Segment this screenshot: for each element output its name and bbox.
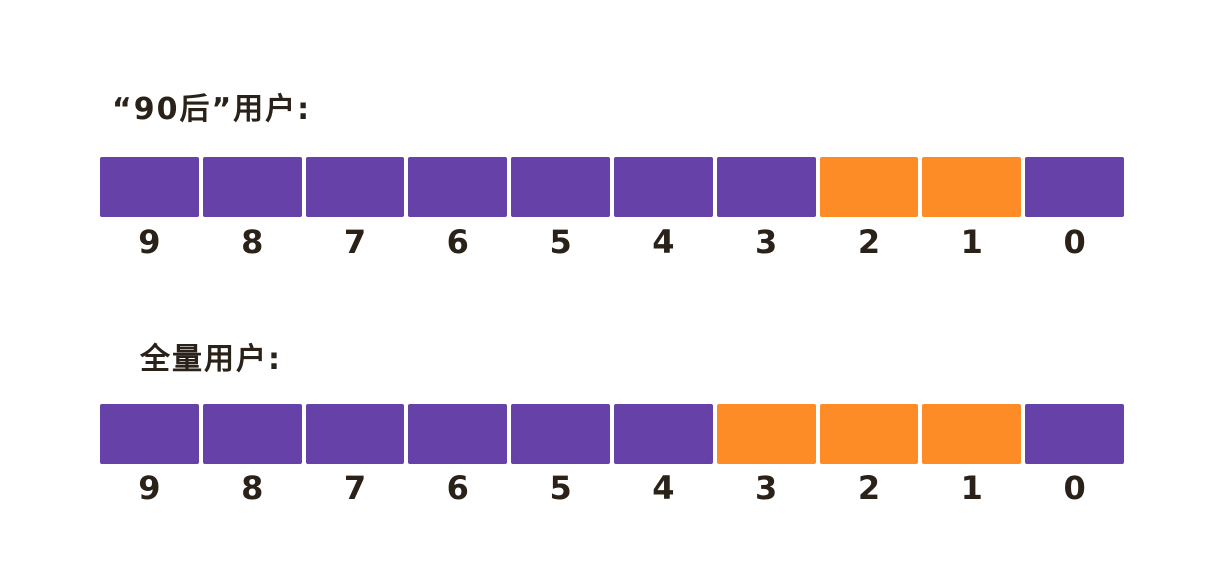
bit-cell-0 bbox=[1025, 157, 1124, 217]
bit-index-label: 7 bbox=[343, 469, 367, 507]
bit-cell-5 bbox=[511, 404, 610, 464]
bit-index-label: 5 bbox=[549, 223, 572, 261]
bit-cell-2 bbox=[819, 404, 919, 464]
bitmap-row-90s-users bbox=[100, 157, 1124, 217]
bit-cell-9 bbox=[100, 404, 199, 464]
bit-cell-1 bbox=[922, 404, 1022, 464]
bit-cell-6 bbox=[408, 157, 508, 217]
bit-cell-0 bbox=[1025, 404, 1124, 464]
bit-cell-2 bbox=[819, 157, 919, 217]
bit-index-label: 8 bbox=[241, 469, 264, 507]
bit-cell-6 bbox=[408, 404, 508, 464]
bit-index-label: 6 bbox=[446, 223, 469, 261]
bit-cell-4 bbox=[613, 157, 713, 217]
bitmap-row-all-users bbox=[100, 404, 1124, 464]
bit-index-label: 4 bbox=[652, 469, 675, 507]
bit-index-label: 9 bbox=[138, 469, 161, 507]
group-title-90s-users: “90后”用户: bbox=[112, 92, 312, 127]
bit-index-label: 6 bbox=[446, 469, 469, 507]
bit-index-label: 7 bbox=[343, 223, 367, 261]
bit-index-label: 4 bbox=[652, 223, 675, 261]
bit-cell-5 bbox=[511, 157, 610, 217]
bit-index-label: 1 bbox=[960, 223, 983, 261]
bit-cell-1 bbox=[922, 157, 1022, 217]
bit-cell-4 bbox=[613, 404, 713, 464]
bit-index-row-all-users: 9 8 7 6 5 4 3 2 1 0 bbox=[100, 470, 1124, 506]
bit-cell-9 bbox=[100, 157, 199, 217]
bit-index-label: 8 bbox=[241, 223, 264, 261]
bit-index-label: 9 bbox=[138, 223, 161, 261]
bit-index-label: 5 bbox=[549, 469, 572, 507]
bit-cell-8 bbox=[202, 404, 302, 464]
bit-cell-7 bbox=[305, 404, 405, 464]
bit-index-label: 1 bbox=[960, 469, 983, 507]
bit-cell-7 bbox=[305, 157, 405, 217]
bit-index-label: 3 bbox=[755, 469, 778, 507]
bit-index-label: 2 bbox=[857, 469, 881, 507]
bit-index-label: 0 bbox=[1063, 223, 1086, 261]
group-title-all-users: 全量用户: bbox=[140, 342, 282, 377]
bit-index-label: 2 bbox=[857, 223, 881, 261]
bit-index-label: 0 bbox=[1063, 469, 1086, 507]
bit-cell-3 bbox=[716, 404, 816, 464]
bit-index-label: 3 bbox=[755, 223, 778, 261]
bit-cell-8 bbox=[202, 157, 302, 217]
bit-index-row-90s-users: 9 8 7 6 5 4 3 2 1 0 bbox=[100, 224, 1124, 260]
bit-cell-3 bbox=[716, 157, 816, 217]
